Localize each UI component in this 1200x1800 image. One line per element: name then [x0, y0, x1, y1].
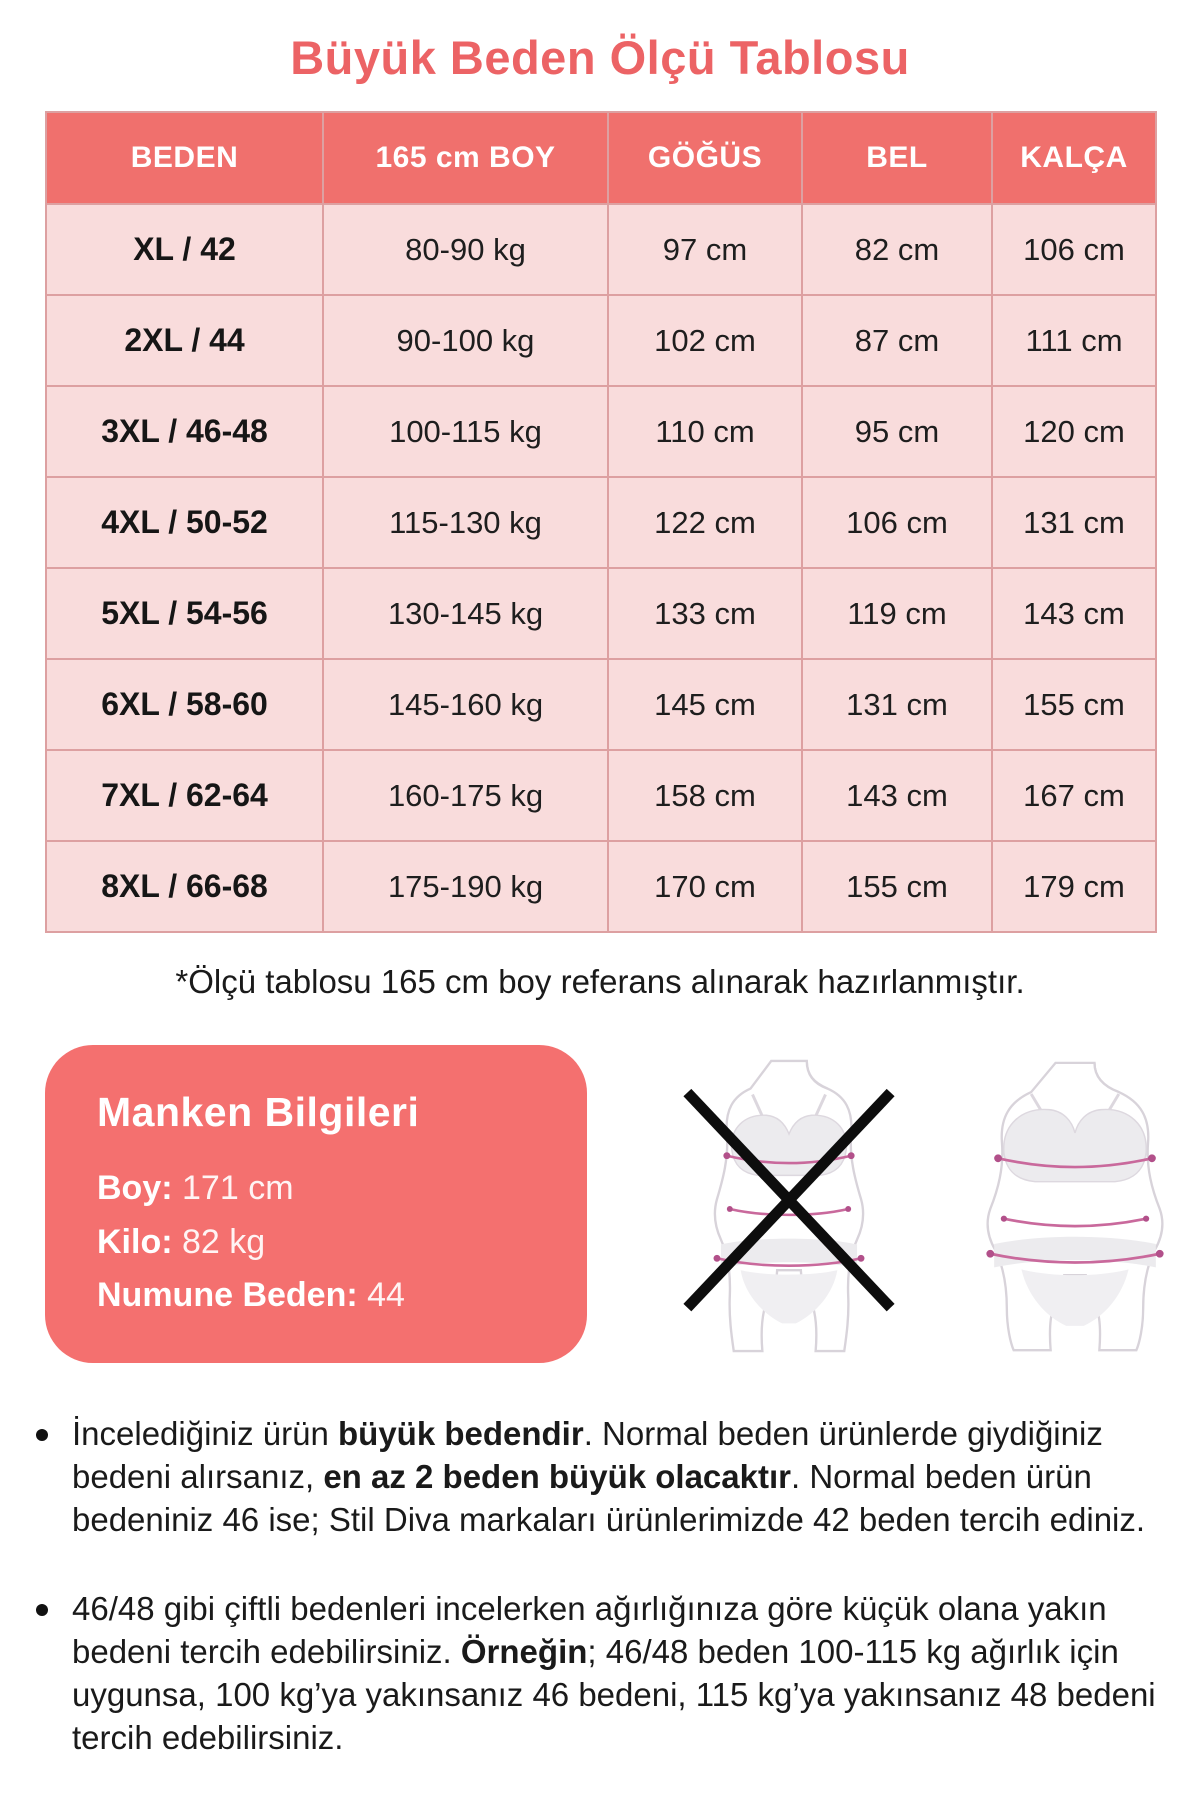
cell-bel: 87 cm — [801, 294, 993, 387]
table-row: 4XL / 50-52 115-130 kg 122 cm 106 cm 131… — [45, 476, 1157, 569]
cell-bel: 131 cm — [801, 658, 993, 751]
cell-bel: 119 cm — [801, 567, 993, 660]
cell-boy: 160-175 kg — [322, 749, 609, 842]
cell-beden: 6XL / 58-60 — [45, 658, 324, 751]
cell-boy: 175-190 kg — [322, 840, 609, 933]
cell-gogus: 97 cm — [607, 203, 803, 296]
table-row: 8XL / 66-68 175-190 kg 170 cm 155 cm 179… — [45, 840, 1157, 933]
cell-gogus: 145 cm — [607, 658, 803, 751]
cell-kalca: 155 cm — [991, 658, 1157, 751]
cell-bel: 155 cm — [801, 840, 993, 933]
field-value: 44 — [367, 1276, 405, 1315]
model-info-section: Manken Bilgileri Boy: 171 cm Kilo: 82 kg… — [45, 1045, 1200, 1364]
header-cell-gogus: GÖĞÜS — [607, 111, 803, 205]
cell-boy: 145-160 kg — [322, 658, 609, 751]
field-separator: : — [161, 1222, 182, 1261]
model-info-field-kilo: Kilo: 82 kg — [97, 1216, 557, 1270]
header-cell-bel: BEL — [801, 111, 993, 205]
figure-illustrations — [675, 1059, 1187, 1355]
cell-kalca: 143 cm — [991, 567, 1157, 660]
model-info-field-numune-beden: Numune Beden: 44 — [97, 1269, 557, 1323]
table-row: 2XL / 44 90-100 kg 102 cm 87 cm 111 cm — [45, 294, 1157, 387]
measurement-lines — [989, 1156, 1161, 1264]
field-separator: : — [346, 1276, 368, 1315]
bullet-text: 46/48 gibi çiftli bedenleri incelerken a… — [72, 1589, 1156, 1756]
header-cell-kalca: KALÇA — [991, 111, 1157, 205]
cell-beden: XL / 42 — [45, 203, 324, 296]
bullet-item: 46/48 gibi çiftli bedenleri incelerken a… — [36, 1588, 1170, 1760]
cell-beden: 2XL / 44 — [45, 294, 324, 387]
field-value: 171 cm — [182, 1169, 294, 1207]
size-table-header-row: BEDEN 165 cm BOY GÖĞÜS BEL KALÇA — [45, 111, 1157, 205]
cell-beden: 7XL / 62-64 — [45, 749, 324, 842]
slim-body-figure — [683, 1059, 895, 1353]
cell-kalca: 179 cm — [991, 840, 1157, 933]
bullet-list: İncelediğiniz ürün büyük bedendir. Norma… — [36, 1413, 1170, 1759]
cell-gogus: 122 cm — [607, 476, 803, 569]
cell-boy: 130-145 kg — [322, 567, 609, 660]
cell-gogus: 133 cm — [607, 567, 803, 660]
cell-kalca: 167 cm — [991, 749, 1157, 842]
table-row: 6XL / 58-60 145-160 kg 145 cm 131 cm 155… — [45, 658, 1157, 751]
model-info-title: Manken Bilgileri — [97, 1089, 420, 1135]
cell-gogus: 170 cm — [607, 840, 803, 933]
hip-band — [720, 1238, 858, 1269]
bra-straps — [751, 1093, 827, 1117]
cell-boy: 90-100 kg — [322, 294, 609, 387]
cell-bel: 106 cm — [801, 476, 993, 569]
field-label: Numune Beden — [97, 1276, 347, 1315]
cell-beden: 3XL / 46-48 — [45, 385, 324, 478]
table-row: XL / 42 80-90 kg 97 cm 82 cm 106 cm — [45, 203, 1157, 296]
field-label: Boy — [97, 1169, 162, 1207]
cell-beden: 5XL / 54-56 — [45, 567, 324, 660]
header-cell-beden: BEDEN — [45, 111, 324, 205]
page-title: Büyük Beden Ölçü Tablosu — [290, 31, 910, 84]
cell-bel: 95 cm — [801, 385, 993, 478]
table-row: 3XL / 46-48 100-115 kg 110 cm 95 cm 120 … — [45, 385, 1157, 478]
field-separator: : — [161, 1169, 183, 1207]
cell-gogus: 102 cm — [607, 294, 803, 387]
model-info-field-boy: Boy: 171 cm — [97, 1162, 557, 1216]
bikini-bottom — [740, 1270, 838, 1324]
cell-beden: 8XL / 66-68 — [45, 840, 324, 933]
bullet-dot-icon — [36, 1429, 48, 1442]
bikini-bottom — [1021, 1269, 1129, 1326]
cell-kalca: 106 cm — [991, 203, 1157, 296]
table-row: 7XL / 62-64 160-175 kg 158 cm 143 cm 167… — [45, 749, 1157, 842]
x-mark-icon — [683, 1088, 895, 1312]
field-label: Kilo — [97, 1222, 162, 1261]
bullet-text: İncelediğiniz ürün büyük bedendir. Norma… — [72, 1415, 1146, 1538]
size-table: BEDEN 165 cm BOY GÖĞÜS BEL KALÇA XL / 42… — [45, 111, 1157, 933]
cell-gogus: 158 cm — [607, 749, 803, 842]
plus-size-body-figure — [986, 1061, 1164, 1352]
cell-bel: 143 cm — [801, 749, 993, 842]
cell-boy: 80-90 kg — [322, 203, 609, 296]
crossed-figure-illustration — [675, 1059, 903, 1355]
cell-boy: 100-115 kg — [322, 385, 609, 478]
measurement-dots — [986, 1154, 1164, 1258]
cell-kalca: 120 cm — [991, 385, 1157, 478]
cell-bel: 82 cm — [801, 203, 993, 296]
cell-gogus: 110 cm — [607, 385, 803, 478]
measurement-dots — [713, 1152, 865, 1262]
cell-kalca: 131 cm — [991, 476, 1157, 569]
cell-beden: 4XL / 50-52 — [45, 476, 324, 569]
model-info-card: Manken Bilgileri Boy: 171 cm Kilo: 82 kg… — [45, 1045, 587, 1364]
field-value: 82 kg — [182, 1222, 266, 1261]
measured-figure-illustration — [963, 1059, 1187, 1355]
bullet-item: İncelediğiniz ürün büyük bedendir. Norma… — [36, 1413, 1170, 1542]
model-info-lines: Boy: 171 cm Kilo: 82 kg Numune Beden: 44 — [97, 1162, 557, 1323]
bullet-dot-icon — [36, 1603, 48, 1616]
header-cell-boy: 165 cm BOY — [322, 111, 609, 205]
footnote: *Ölçü tablosu 165 cm boy referans alınar… — [175, 963, 1025, 1000]
table-row: 5XL / 54-56 130-145 kg 133 cm 119 cm 143… — [45, 567, 1157, 660]
cell-boy: 115-130 kg — [322, 476, 609, 569]
cell-kalca: 111 cm — [991, 294, 1157, 387]
